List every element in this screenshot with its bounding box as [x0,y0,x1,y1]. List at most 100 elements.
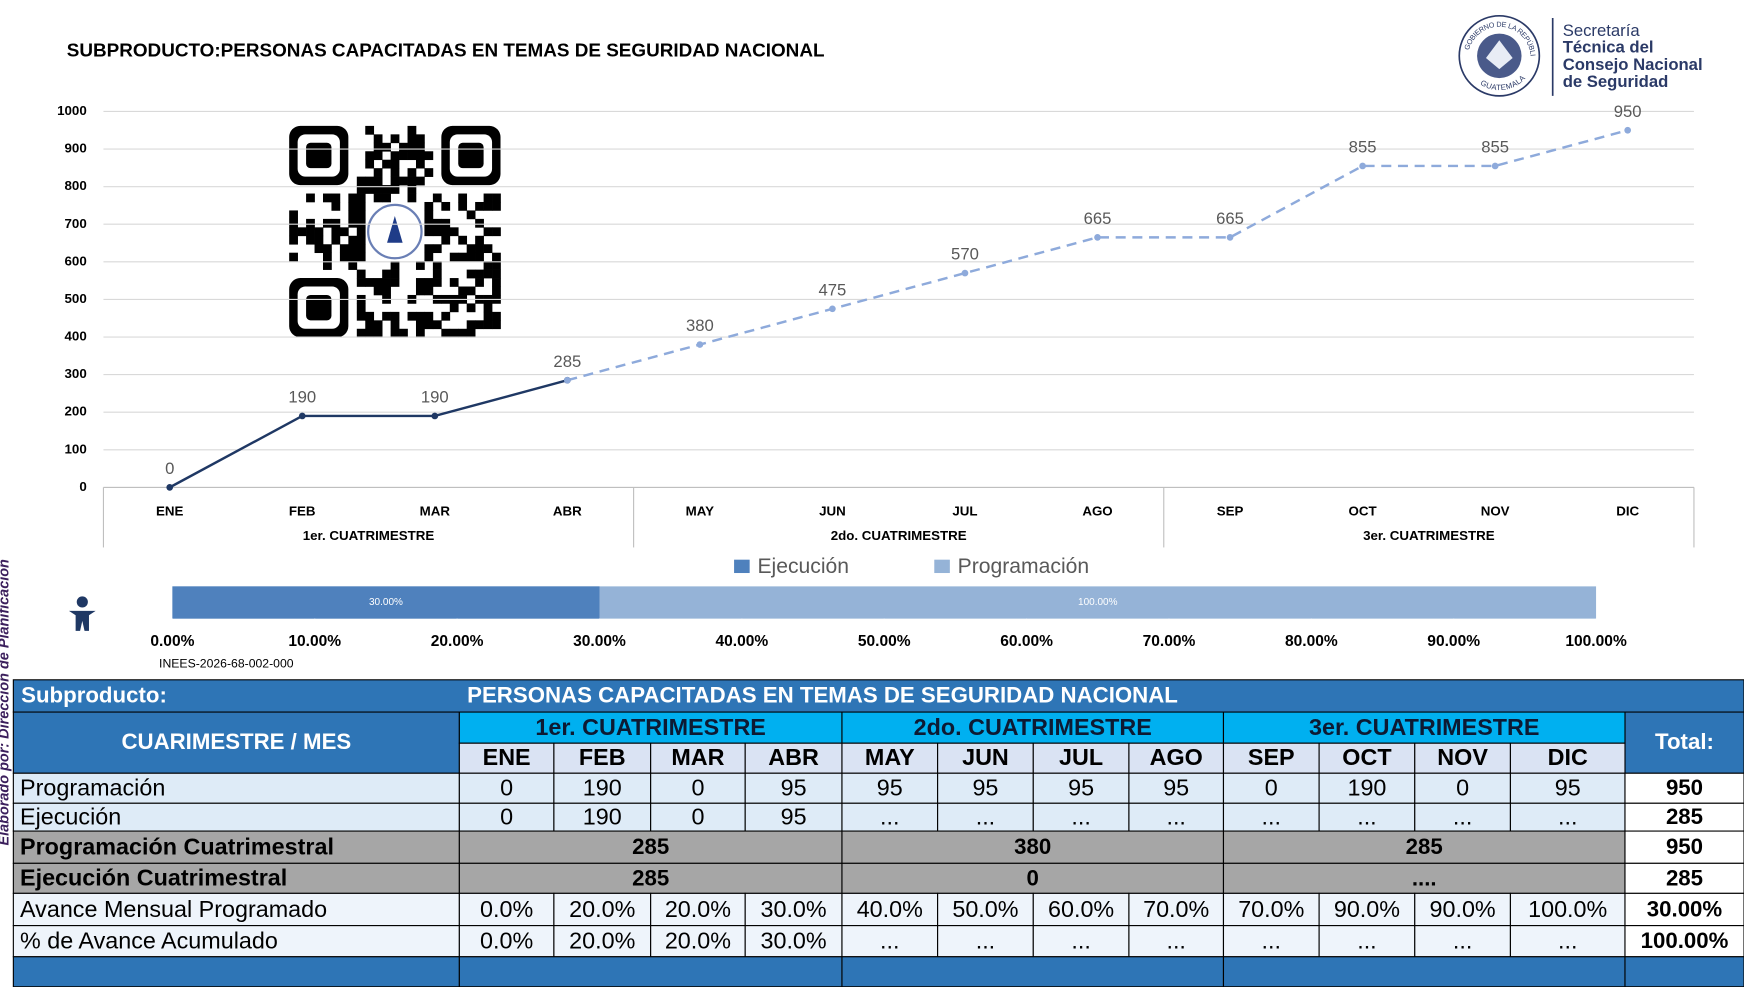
y-tick-label: 600 [65,253,87,268]
qr-module [483,201,493,211]
cell-value: 95 [972,775,998,801]
qr-module [424,311,434,321]
month-header: AGO [1150,744,1203,770]
table: Subproducto: PERSONAS CAPACITADAS EN TEMA… [12,679,1744,987]
cell-value: 0 [1027,865,1039,890]
icon-body [68,610,96,631]
qr-module [365,185,375,194]
qr-module [373,151,383,161]
total-cell [1624,925,1744,958]
qr-module [466,328,476,338]
month-header: MAR [671,744,724,770]
qr-module [424,218,434,228]
qr-module [365,311,375,321]
qr-module [407,125,417,135]
qr-module [415,320,425,330]
qr-module [314,235,324,245]
month-header-cell [1222,742,1320,774]
cell-value: ... [1071,927,1090,953]
group-header: 3er. CUATRIMESTRE [1309,714,1539,740]
row-total: 285 [1666,865,1703,890]
qr-module [373,134,383,144]
cell-value: 285 [632,834,669,859]
x-tick-label: DIC [1616,503,1639,518]
qr-module [356,176,366,186]
data-label: 855 [1349,138,1377,157]
qr-module [415,142,425,152]
qr-module [466,286,476,296]
month-header-cell [937,742,1034,774]
qr-module [458,235,468,245]
value-cell [937,802,1034,832]
qr-module [483,244,493,254]
cell-value: 100.0% [1528,896,1607,922]
qr-module [399,176,408,186]
data-label: 0 [165,459,174,478]
legend-label: Programación [958,555,1090,578]
total-cell [1624,830,1744,864]
x-tick-label: 80.00% [1285,633,1338,650]
x-tick-label: JUN [819,503,846,518]
row-total: 30.00% [1647,896,1723,921]
qr-module [289,210,298,220]
x-tick-label: 60.00% [1000,633,1053,650]
x-tick-label: MAR [420,503,451,518]
qr-module [382,142,391,152]
data-label: 475 [819,280,847,299]
data-label: 190 [421,388,449,407]
cell-value: 40.0% [857,896,923,922]
qr-module [356,193,366,203]
qr-module [492,201,501,211]
progress-bar [172,586,600,619]
qr-module [458,252,468,262]
qr-module [322,193,332,203]
cell-value: 50.0% [952,896,1018,922]
chart-area: 0 100 200 300 400 500 600 700 800 900 1000 1er. CUA… [57,102,1695,670]
qr-module [373,328,383,338]
qr-module [390,311,400,321]
point [1094,234,1101,241]
qr-module [365,320,375,330]
x-tick-label: 0.00% [150,633,194,650]
qr-module [432,269,442,279]
data-label: 190 [288,388,316,407]
value-cell [650,892,746,927]
value-cell [1032,802,1130,832]
point [696,341,704,348]
qr-module [483,193,493,203]
qr-module [373,168,383,177]
value-cell [1222,892,1320,927]
month-header: DIC [1548,744,1588,770]
data-label: 285 [553,352,581,371]
qr-module [475,252,484,262]
qr-module [432,320,442,330]
qr-module [475,320,484,330]
icon-head [76,596,88,608]
x-tick-label: 100.00% [1565,633,1627,650]
point [564,376,571,384]
value-cell [1222,830,1626,864]
bar-label: 30.00% [369,597,403,608]
qr-module [348,244,358,254]
qr-module [449,278,459,287]
qr-module [322,252,332,262]
qr-module [348,218,358,228]
cell-value: 90.0% [1430,896,1496,922]
document-code: INEES-2026-68-002-000 [159,656,294,670]
cell-value: 0 [500,803,513,829]
data-label: 665 [1216,209,1244,228]
qr-module [492,193,501,203]
cell-value: ... [1262,803,1281,829]
qr-module [424,320,434,330]
x-tick-label: 70.00% [1143,633,1196,650]
point [1359,162,1366,170]
x-tick-label: AGO [1082,503,1112,518]
qr-module [415,286,425,296]
qr-module [441,218,451,228]
qr-module [356,303,366,313]
cell-value: 190 [583,803,622,829]
qr-module [390,176,400,186]
x-tick-label: 50.00% [858,633,911,650]
value-cell [744,802,843,832]
cell-value: 30.0% [760,896,826,922]
